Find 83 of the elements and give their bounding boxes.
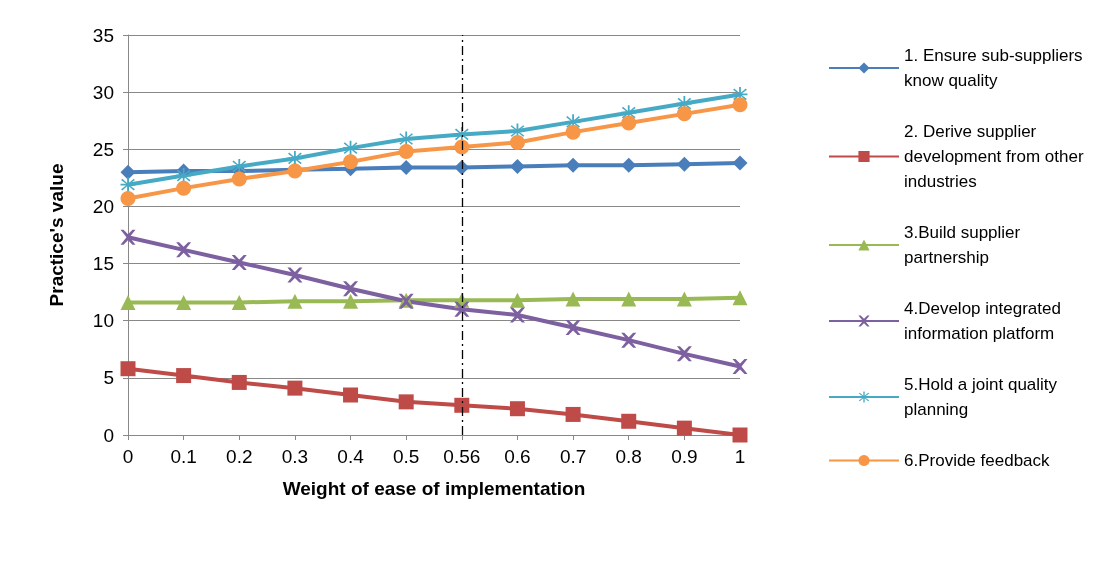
point [120,361,136,377]
point [120,294,136,310]
x-tick-label: 0.5 [392,446,420,467]
point [621,332,637,348]
point [176,180,192,196]
x-tick-label: 1 [734,446,746,467]
point [732,97,748,113]
point [509,158,525,174]
point [621,413,637,429]
point [287,293,303,309]
point [454,160,470,176]
x-tick-label: 0.56 [443,446,481,467]
point [231,171,247,187]
point [343,387,359,403]
x-tick-label: 0.1 [170,446,197,467]
y-tick-label: 5 [103,367,114,389]
point [676,420,692,436]
point [565,291,581,307]
x-axis-title: Weight of ease of implementation [282,478,586,499]
point [676,106,692,122]
point [231,254,247,270]
point [231,374,247,390]
point [343,281,359,297]
point [176,294,192,310]
point [621,157,637,173]
point [287,267,303,283]
point [621,115,637,131]
y-axis-title: Practice's value [46,163,67,307]
point [287,380,303,396]
legend-label: 6.Provide feedback [904,451,1051,470]
legend-label: 1. Ensure sub-suppliers know quality [904,46,1088,90]
y-tick-label: 20 [92,195,114,217]
point [732,358,748,374]
y-tick-label: 35 [92,24,114,46]
point [676,346,692,362]
point [621,291,637,307]
y-tick-label: 25 [92,138,114,160]
y-tick-label: 0 [103,424,114,446]
point [509,401,525,417]
point [343,154,359,170]
point [565,157,581,173]
y-tick-label: 30 [92,81,114,103]
legend-label: 2. Derive supplier development from other industries [904,122,1089,191]
legend-label: 5.Hold a joint quality planning [904,375,1062,419]
point [454,301,470,317]
x-tick-label: 0.9 [671,446,698,467]
point [398,131,414,147]
x-tick-label: 0.2 [226,446,253,467]
point [509,307,525,323]
y-tick-label: 10 [92,310,114,332]
legend-label: 4.Develop integrated information platform [904,299,1066,343]
point [621,105,637,121]
x-tick-label: 0.4 [337,446,365,467]
point [120,177,136,193]
point [732,155,748,171]
x-tick-label: 0 [122,446,134,467]
point [343,293,359,309]
point [676,291,692,307]
point [732,427,748,443]
point [120,190,136,206]
point [231,294,247,310]
point [454,397,470,413]
point [565,406,581,422]
point [565,124,581,140]
point [120,229,136,245]
x-tick-label: 0.6 [504,446,531,467]
point [398,394,414,410]
point [565,320,581,336]
point [509,134,525,150]
x-tick-label: 0.7 [559,446,587,467]
point [454,139,470,155]
legend-label: 3.Build supplier partnership [904,223,1025,267]
point [509,292,525,308]
point [176,368,192,384]
point [676,156,692,172]
point [398,144,414,160]
point [120,164,136,180]
point [398,160,414,176]
point [732,290,748,306]
x-tick-label: 0.3 [281,446,309,467]
x-tick-label: 0.8 [615,446,642,467]
y-tick-label: 15 [92,253,114,275]
point [176,242,192,258]
